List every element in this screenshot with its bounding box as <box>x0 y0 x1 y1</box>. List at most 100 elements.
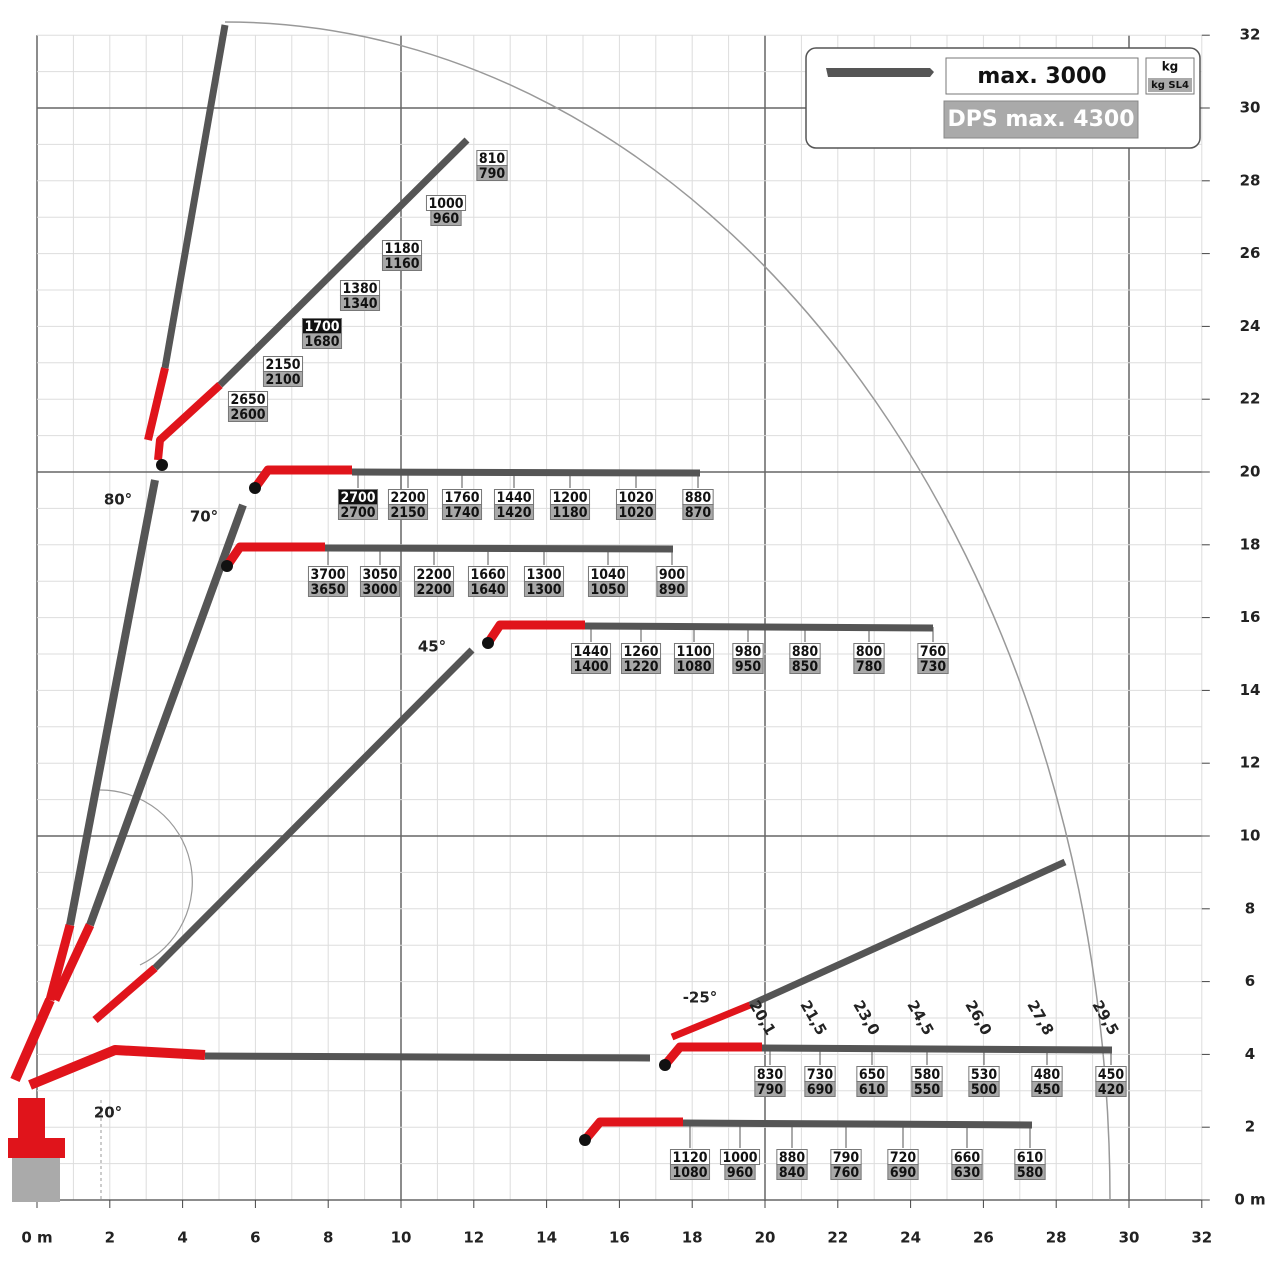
load-value: 480 <box>1034 1067 1061 1083</box>
load-value: 790 <box>833 1150 860 1166</box>
load-box-bottom <box>476 165 508 181</box>
column <box>18 1098 45 1140</box>
boom-section <box>92 964 158 1024</box>
load-value: 650 <box>859 1067 886 1083</box>
x-tick-label: 2 <box>105 1229 115 1247</box>
load-value: 1300 <box>526 567 561 583</box>
load-value: 1440 <box>573 644 608 660</box>
load-box-bottom <box>656 581 688 597</box>
y-tick-label: 32 <box>1240 26 1261 44</box>
load-value: 1200 <box>552 490 587 506</box>
x-tick-label: 12 <box>463 1229 484 1247</box>
load-value: 900 <box>659 567 686 583</box>
load-value: 1660 <box>470 567 505 583</box>
booms <box>10 24 1113 1146</box>
load-box-bottom <box>523 581 565 597</box>
load-box-bottom <box>673 658 715 674</box>
load-value-dps: 1080 <box>672 1165 707 1181</box>
load-value: 1000 <box>428 196 463 212</box>
load-value-dps: 1220 <box>623 659 658 675</box>
boom-section <box>28 1045 206 1090</box>
load-value-dps: 3650 <box>310 582 345 598</box>
load-box-bottom <box>1095 1081 1127 1097</box>
x-tick-label: 20 <box>755 1229 776 1247</box>
x-tick-label: 0 m <box>21 1229 52 1247</box>
load-value: 2700 <box>340 490 375 506</box>
load-value-dps: 690 <box>890 1165 917 1181</box>
x-tick-label: 4 <box>177 1229 187 1247</box>
load-value: 530 <box>971 1067 998 1083</box>
x-tick-label: 26 <box>973 1229 994 1247</box>
load-value-dps: 2600 <box>230 407 265 423</box>
boom-section <box>761 1044 1113 1054</box>
y-tick-label: 12 <box>1240 754 1261 772</box>
reach-arc <box>224 21 1111 1201</box>
load-value: 720 <box>890 1150 917 1166</box>
boom-section <box>144 367 169 441</box>
boom-section <box>217 137 470 388</box>
load-value: 760 <box>920 644 947 660</box>
load-box-bottom <box>441 504 483 520</box>
load-value: 580 <box>914 1067 941 1083</box>
load-value-dps: 1160 <box>384 256 419 272</box>
load-value: 2200 <box>390 490 425 506</box>
boom-section <box>670 1001 752 1041</box>
load-value-dps: 610 <box>859 1082 886 1098</box>
load-value-dps: 2100 <box>265 372 300 388</box>
boom-section <box>154 382 223 461</box>
boom-joint <box>249 482 261 494</box>
load-box-bottom <box>853 658 885 674</box>
load-value-dps: 1050 <box>590 582 625 598</box>
load-box-bottom <box>830 1164 862 1180</box>
load-box-bottom <box>549 504 591 520</box>
load-value-dps: 1420 <box>496 505 531 521</box>
load-value: 1380 <box>342 281 377 297</box>
angle-label: -25° <box>683 989 718 1007</box>
y-tick-label: 22 <box>1240 390 1261 408</box>
load-value: 730 <box>807 1067 834 1083</box>
load-value-dps: 950 <box>735 659 762 675</box>
load-value: 1040 <box>590 567 625 583</box>
y-tick-label: 30 <box>1240 99 1261 117</box>
load-box-bottom <box>620 658 662 674</box>
load-value: 1700 <box>304 319 339 335</box>
load-box-bottom <box>732 658 764 674</box>
load-value: 2650 <box>230 392 265 408</box>
load-value-dps: 690 <box>807 1082 834 1098</box>
load-value: 800 <box>856 644 883 660</box>
load-box-bottom <box>911 1081 943 1097</box>
load-value-dps: 850 <box>792 659 819 675</box>
x-tick-label: 30 <box>1119 1229 1140 1247</box>
x-tick-label: 28 <box>1046 1229 1067 1247</box>
boom-section <box>748 858 1067 1009</box>
boom-joint <box>156 459 168 471</box>
y-tick-label: 10 <box>1240 827 1261 845</box>
load-value-dps: 2200 <box>416 582 451 598</box>
boom-joint <box>221 560 233 572</box>
x-tick-label: 6 <box>250 1229 260 1247</box>
y-tick-label: 24 <box>1240 317 1261 335</box>
load-box-bottom <box>227 406 269 422</box>
load-value-dps: 960 <box>727 1165 754 1181</box>
load-value: 3050 <box>362 567 397 583</box>
load-value-dps: 960 <box>433 211 460 227</box>
load-value-dps: 780 <box>856 659 883 675</box>
load-box-bottom <box>724 1164 756 1180</box>
load-value: 880 <box>685 490 712 506</box>
load-value-dps: 870 <box>685 505 712 521</box>
load-box-bottom <box>856 1081 888 1097</box>
legend-dps: DPS max. 4300 <box>947 107 1134 132</box>
load-box-bottom <box>669 1164 711 1180</box>
legend-boom-icon <box>826 68 934 77</box>
load-box-bottom <box>381 255 423 271</box>
load-value-dps: 1740 <box>444 505 479 521</box>
grid: 0 m 2 4 6 8 10 12 14 16 18 20 22 24 26 28 30 320 m246810… <box>21 26 1265 1247</box>
y-tick-label: 14 <box>1240 681 1261 699</box>
load-value-dps: 550 <box>914 1082 941 1098</box>
load-box-bottom <box>615 504 657 520</box>
load-value-dps: 1640 <box>470 582 505 598</box>
load-value: 450 <box>1098 1067 1125 1083</box>
boom-section <box>45 923 75 1002</box>
load-box-bottom <box>387 504 429 520</box>
load-value-dps: 760 <box>833 1165 860 1181</box>
